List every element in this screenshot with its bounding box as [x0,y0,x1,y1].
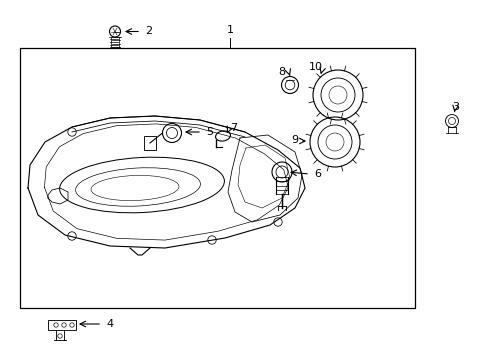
Text: 1: 1 [226,25,233,35]
Text: 8: 8 [278,67,285,77]
Text: 9: 9 [291,135,298,145]
Text: 5: 5 [205,127,213,137]
Text: 7: 7 [229,123,237,133]
Text: 10: 10 [308,62,323,72]
Text: 2: 2 [145,27,152,36]
Text: 3: 3 [451,102,459,112]
Text: 4: 4 [106,319,113,329]
Text: 6: 6 [313,169,320,179]
Bar [143,136,156,150]
Bar [20,48,414,308]
Bar [48,320,76,330]
